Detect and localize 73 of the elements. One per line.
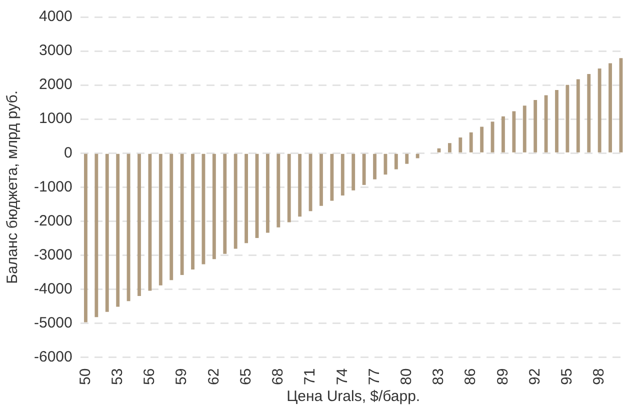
bar [544, 95, 548, 152]
bar [340, 154, 344, 196]
bar [566, 84, 570, 152]
x-tick-label: 83 [430, 368, 448, 386]
x-tick-label: 59 [173, 368, 190, 386]
bar [405, 154, 409, 164]
bar [448, 143, 452, 152]
y-tick-label: 0 [64, 144, 72, 162]
bar [598, 68, 602, 152]
x-axis-title: Цена Urals, $/барр. [286, 388, 420, 406]
bar [234, 154, 238, 249]
y-tick-label: -5000 [34, 314, 72, 332]
bar [362, 154, 366, 185]
bar [352, 154, 356, 190]
y-tick-label: 1000 [38, 110, 72, 128]
bar [223, 154, 227, 254]
bar [148, 154, 152, 291]
y-axis-title: Баланс бюджета, млрд руб. [4, 90, 22, 284]
x-tick-label: 71 [302, 368, 319, 386]
x-tick-label: 80 [398, 368, 416, 386]
bar [126, 154, 130, 302]
bar [555, 90, 558, 152]
bar [512, 111, 516, 152]
bar [373, 154, 376, 180]
x-tick-label: 62 [205, 368, 222, 386]
bar [287, 154, 291, 222]
bar [320, 154, 323, 206]
bar [138, 154, 141, 296]
bar [608, 63, 612, 152]
bar [191, 154, 194, 270]
x-tick-label: 95 [558, 368, 576, 386]
bar [244, 154, 248, 244]
bar [94, 154, 98, 318]
bar [587, 74, 591, 152]
x-tick-label: 89 [494, 368, 512, 386]
bar [480, 126, 484, 152]
y-tick-label: -4000 [34, 280, 72, 298]
bar [522, 106, 526, 152]
x-tick-label: 98 [590, 368, 608, 386]
x-tick-label: 92 [526, 368, 544, 386]
bar [576, 79, 580, 152]
bar [276, 154, 280, 228]
bar [158, 154, 162, 286]
x-tick-label: 77 [366, 368, 383, 386]
bar [180, 154, 184, 275]
bar [330, 154, 334, 201]
y-tick-label: -6000 [34, 348, 72, 366]
bar [298, 154, 302, 217]
bar [266, 154, 270, 233]
y-tick-label: 2000 [38, 76, 72, 94]
y-tick-label: -1000 [34, 178, 72, 196]
x-tick-label: 74 [334, 368, 351, 386]
bar [469, 132, 473, 152]
bar [394, 154, 398, 170]
bar [502, 116, 505, 152]
y-tick-label: -3000 [34, 246, 72, 264]
bar [534, 100, 538, 152]
x-tick-label: 53 [108, 368, 126, 386]
bar [416, 154, 420, 158]
bar [116, 154, 120, 307]
x-tick-label: 68 [270, 368, 287, 386]
bar [105, 154, 109, 312]
bar [84, 154, 88, 322]
y-tick-label: 3000 [38, 42, 72, 60]
y-tick-label: -2000 [34, 212, 72, 230]
x-tick-label: 65 [237, 368, 254, 386]
x-tick-label: 56 [141, 368, 158, 386]
x-tick-label: 86 [462, 368, 480, 386]
y-tick-label: 4000 [38, 8, 72, 26]
bar [212, 154, 216, 260]
x-tick-label: 50 [76, 368, 94, 386]
bar [170, 154, 174, 280]
bar [458, 137, 462, 152]
